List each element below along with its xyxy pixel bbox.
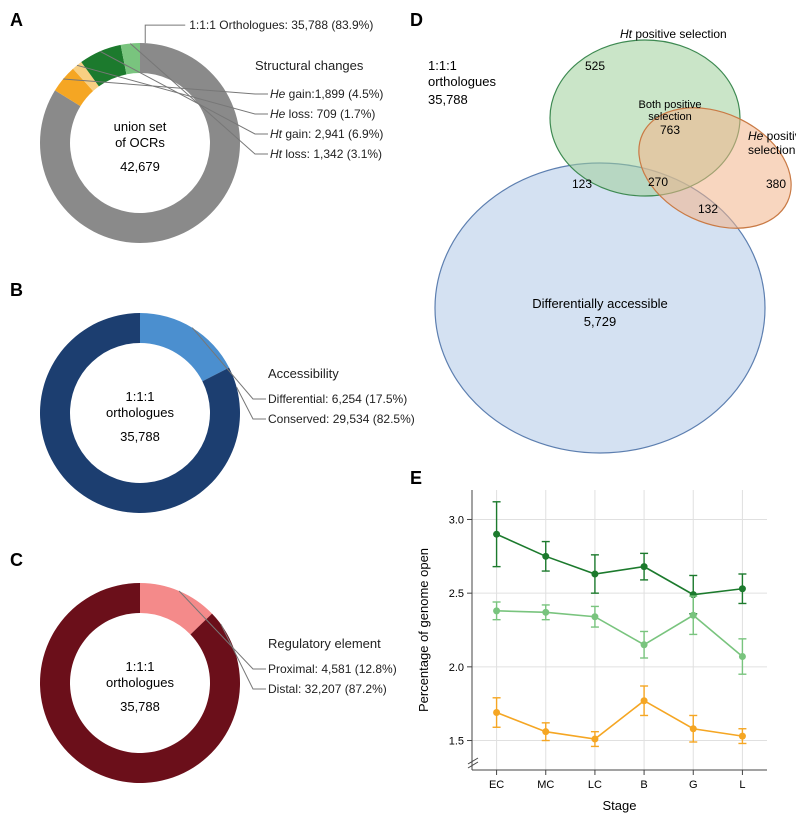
series-marker-lightgreen xyxy=(591,613,598,620)
venn-val-hthe: 763 xyxy=(660,123,680,137)
series-marker-lightgreen xyxy=(641,641,648,648)
donut-a: union setof OCRs 42,679 1:1:1 Orthologues:… xyxy=(40,18,383,243)
donut-b: 1:1:1orthologues 35,788 Differential: 6,25… xyxy=(40,313,415,513)
donut-c: 1:1:1orthologues 35,788 Proximal: 4,581 (1… xyxy=(40,583,397,783)
label-htloss: Ht loss: 1,342 (3.1%) xyxy=(270,147,382,161)
series-marker-darkgreen xyxy=(591,571,598,578)
panel-e: E 1.5 2.0 2.5 3.0 EC MC LC B G L Stage Percentage of… xyxy=(410,468,767,813)
venn-outside-line2: orthologues xyxy=(428,74,496,89)
panel-label-d: D xyxy=(410,10,423,30)
leader-cons xyxy=(237,387,266,419)
venn-val-htdiff: 123 xyxy=(572,177,592,191)
ylabel: Percentage of genome open xyxy=(416,548,431,712)
ytick-label: 3.0 xyxy=(449,514,464,526)
donut-c-center-line2: orthologues xyxy=(106,675,174,690)
panel-label-c: C xyxy=(10,550,23,570)
label-dist: Distal: 32,207 (87.2%) xyxy=(268,682,387,696)
venn-label-he: He positiveselection xyxy=(748,129,796,157)
leader-orth xyxy=(145,25,185,43)
venn-outside-value: 35,788 xyxy=(428,92,468,107)
panel-a: Aunion setof OCRs 42,679 1:1:1 Orthologues… xyxy=(10,10,383,243)
series-marker-lightgreen xyxy=(690,612,697,619)
donut-b-center-value: 35,788 xyxy=(120,429,160,444)
panel-label-e: E xyxy=(410,468,422,488)
donut-a-center-line2: of OCRs xyxy=(115,135,165,150)
series-marker-orange xyxy=(542,728,549,735)
venn-label-diff: Differentially accessible xyxy=(532,296,668,311)
panel-label-b: B xyxy=(10,280,23,300)
series-marker-orange xyxy=(641,697,648,704)
label-cons: Conserved: 29,534 (82.5%) xyxy=(268,412,415,426)
heading-accessibility: Accessibility xyxy=(268,366,339,381)
xtick-label: LC xyxy=(588,779,602,791)
panel-d: D 1:1:1orthologues 35,788 Ht positive selec… xyxy=(410,10,796,453)
chart-e: 1.5 2.0 2.5 3.0 EC MC LC B G L Stage Percentage of … xyxy=(416,490,767,813)
series-marker-lightgreen xyxy=(493,607,500,614)
series-marker-darkgreen xyxy=(739,585,746,592)
heading-structural: Structural changes xyxy=(255,58,364,73)
series-marker-orange xyxy=(591,736,598,743)
donut-c-center-value: 35,788 xyxy=(120,699,160,714)
venn-label-ht: Ht positive selection xyxy=(620,27,727,41)
ytick-label: 2.5 xyxy=(449,588,464,600)
donut-a-center-line1: union set xyxy=(114,119,167,134)
panel-c: C 1:1:1orthologues 35,788 Proximal: 4,581 (… xyxy=(10,550,397,783)
xtick-label: G xyxy=(689,779,698,791)
venn-val-diff: 5,729 xyxy=(584,314,617,329)
xtick-label: EC xyxy=(489,779,504,791)
donut-a-center-value: 42,679 xyxy=(120,159,160,174)
ytick-label: 1.5 xyxy=(449,736,464,748)
donut-c-center-line1: 1:1:1 xyxy=(126,659,155,674)
panel-label-a: A xyxy=(10,10,23,30)
donut-b-center-line1: 1:1:1 xyxy=(126,389,155,404)
series-marker-darkgreen xyxy=(493,531,500,538)
donut-slice-diff xyxy=(140,313,229,381)
venn-val-he: 380 xyxy=(766,177,786,191)
series-marker-darkgreen xyxy=(641,563,648,570)
series-marker-orange xyxy=(690,725,697,732)
donut-b-center-line2: orthologues xyxy=(106,405,174,420)
series-marker-orange xyxy=(739,733,746,740)
label-hegain: He gain:1,899 (4.5%) xyxy=(270,87,383,101)
label-heloss: He loss: 709 (1.7%) xyxy=(270,107,375,121)
xtick-label: B xyxy=(640,779,647,791)
ytick-label: 2.0 xyxy=(449,662,464,674)
series-marker-lightgreen xyxy=(739,653,746,660)
label-diff: Differential: 6,254 (17.5%) xyxy=(268,392,407,406)
series-marker-darkgreen xyxy=(542,553,549,560)
heading-regulatory: Regulatory element xyxy=(268,636,381,651)
venn-val-ht: 525 xyxy=(585,59,605,73)
xtick-label: L xyxy=(739,779,745,791)
xlabel: Stage xyxy=(603,798,637,813)
venn-outside-line1: 1:1:1 xyxy=(428,58,457,73)
panel-b: B 1:1:1orthologues 35,788 Differential: 6,2… xyxy=(10,280,415,513)
label-orth: 1:1:1 Orthologues: 35,788 (83.9%) xyxy=(189,18,373,32)
series-marker-lightgreen xyxy=(542,609,549,616)
xtick-label: MC xyxy=(537,779,554,791)
venn-val-hediff: 132 xyxy=(698,202,718,216)
series-marker-orange xyxy=(493,709,500,716)
venn xyxy=(435,40,796,453)
label-prox: Proximal: 4,581 (12.8%) xyxy=(268,662,397,676)
venn-val-all: 270 xyxy=(648,175,668,189)
label-htgain: Ht gain: 2,941 (6.9%) xyxy=(270,127,383,141)
